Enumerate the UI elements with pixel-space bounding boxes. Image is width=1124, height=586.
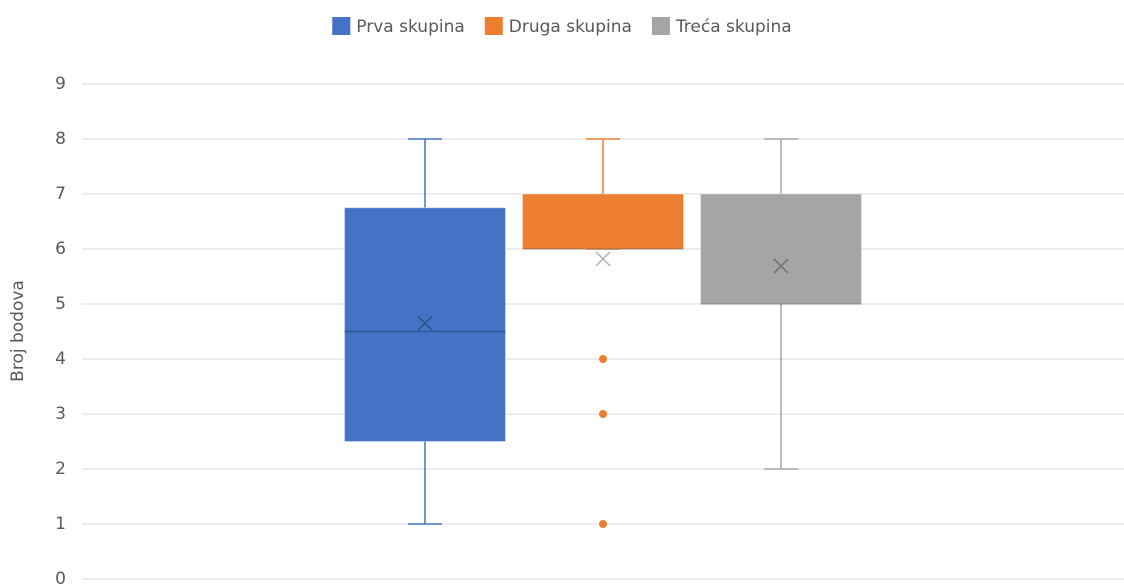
mean-marker: [773, 258, 789, 274]
legend-label: Treća skupina: [675, 17, 792, 37]
y-tick-label: 4: [55, 349, 66, 369]
box: [344, 207, 506, 442]
legend-label: Prva skupina: [356, 17, 464, 37]
outlier: [599, 520, 607, 528]
mean-marker: [417, 315, 433, 331]
legend-label: Druga skupina: [509, 17, 632, 37]
legend-swatch: [484, 17, 503, 35]
y-tick-label: 0: [55, 569, 66, 586]
y-tick-label: 6: [55, 239, 66, 259]
box: [522, 193, 684, 250]
y-tick-label: 8: [55, 129, 66, 149]
y-tick-label: 2: [55, 459, 66, 479]
legend-swatch: [332, 17, 351, 35]
box: [700, 193, 862, 305]
y-tick-label: 7: [55, 184, 66, 204]
y-tick-label: 1: [55, 514, 66, 534]
y-tick-label: 5: [55, 294, 66, 314]
y-tick-label: 9: [55, 74, 66, 94]
legend: Prva skupina Druga skupina Treća skupina: [332, 17, 792, 37]
y-axis-label: Broj bodova: [8, 280, 28, 382]
outlier: [599, 355, 607, 363]
y-tick-label: 3: [55, 404, 66, 424]
legend-swatch: [651, 17, 670, 35]
outlier: [599, 410, 607, 418]
mean-marker: [595, 251, 611, 267]
